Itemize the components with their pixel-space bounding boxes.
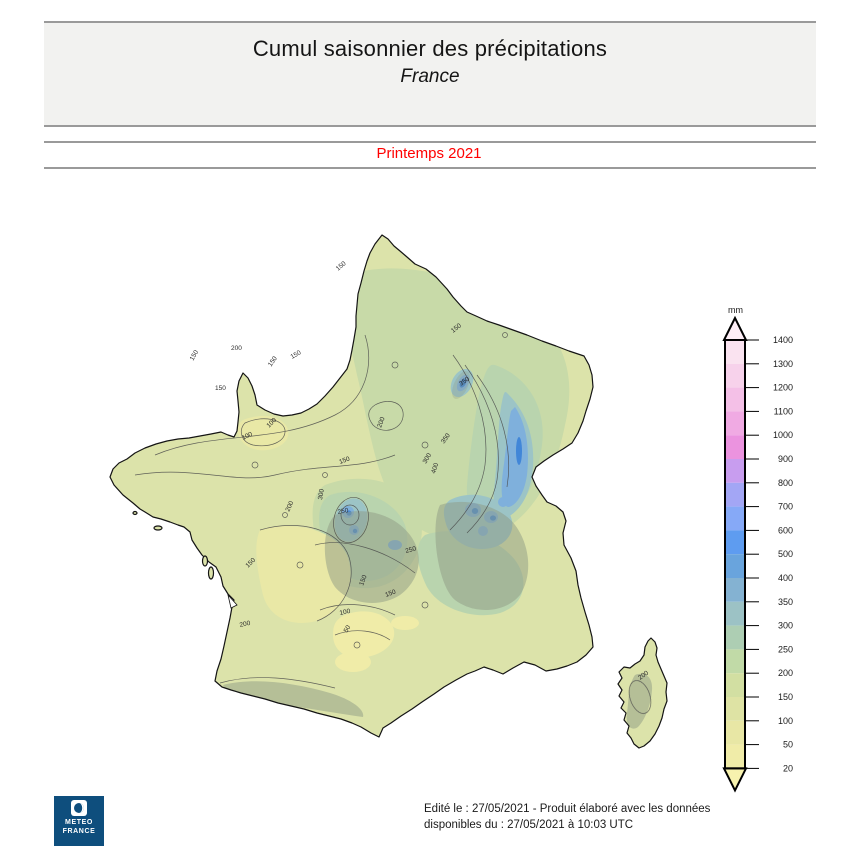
france-precipitation-map: 150 150 200 150 150 150 100 100 150 200 … — [109, 234, 668, 749]
precipitation-fill-layers — [110, 235, 667, 748]
svg-text:1000: 1000 — [773, 430, 793, 440]
edition-note-line2: disponibles du : 27/05/2021 à 10:03 UTC — [424, 818, 634, 831]
svg-text:400: 400 — [430, 462, 440, 475]
svg-text:1300: 1300 — [773, 359, 793, 369]
svg-text:150: 150 — [189, 349, 201, 362]
svg-text:300: 300 — [422, 452, 434, 465]
svg-text:250: 250 — [405, 545, 418, 555]
svg-text:250: 250 — [778, 644, 793, 654]
svg-text:500: 500 — [778, 549, 793, 559]
svg-text:150: 150 — [335, 260, 348, 273]
meteo-france-logo: METEO FRANCE — [54, 796, 104, 846]
color-scale: mm 1400 1300 1200 1100 1000 900 800 700 600 500 40… — [722, 305, 793, 793]
svg-text:100: 100 — [778, 716, 793, 726]
horizontal-rule — [44, 141, 816, 143]
edition-note-line1: Edité le : 27/05/2021 - Produit élaboré … — [424, 803, 711, 815]
svg-text:150: 150 — [384, 588, 397, 598]
svg-text:400: 400 — [778, 573, 793, 583]
svg-text:150: 150 — [778, 692, 793, 702]
svg-text:700: 700 — [778, 502, 793, 512]
svg-text:350: 350 — [778, 597, 793, 607]
svg-text:200: 200 — [376, 416, 386, 429]
svg-text:100: 100 — [339, 608, 351, 617]
page-subtitle: France — [400, 66, 460, 87]
scale-bar: 1400 1300 1200 1100 1000 900 800 700 600 500 400 35… — [722, 315, 793, 793]
gironde-estuary — [227, 593, 238, 609]
svg-text:600: 600 — [778, 525, 793, 535]
svg-text:200: 200 — [231, 345, 242, 352]
svg-text:50: 50 — [343, 624, 353, 634]
svg-text:150: 150 — [290, 349, 303, 361]
svg-text:50: 50 — [783, 740, 793, 750]
svg-text:300: 300 — [778, 621, 793, 631]
svg-text:250: 250 — [337, 507, 349, 516]
svg-text:150: 150 — [267, 355, 279, 368]
svg-text:20: 20 — [783, 763, 793, 773]
svg-text:300: 300 — [317, 488, 326, 500]
contour-lines — [134, 256, 652, 714]
meteo-france-glyph-icon — [71, 800, 87, 816]
logo-text-line1: METEO — [65, 819, 93, 826]
svg-text:200: 200 — [239, 620, 251, 629]
svg-text:200: 200 — [778, 668, 793, 678]
header-box: Cumul saisonnier des précipitations Fran… — [44, 21, 816, 127]
period-label: Printemps 2021 — [376, 145, 482, 162]
svg-text:100: 100 — [241, 431, 254, 442]
svg-text:150: 150 — [215, 385, 226, 392]
svg-text:200: 200 — [284, 500, 295, 513]
svg-text:1100: 1100 — [774, 406, 793, 416]
svg-text:150: 150 — [338, 455, 351, 465]
edition-note: Edité le : 27/05/2021 - Produit élaboré … — [424, 802, 710, 833]
horizontal-rule — [44, 167, 816, 169]
logo-text-line2: FRANCE — [62, 828, 96, 835]
scale-unit-label: mm — [728, 305, 743, 315]
svg-text:1200: 1200 — [773, 383, 793, 393]
coastline — [109, 234, 668, 749]
svg-text:150: 150 — [358, 574, 368, 587]
svg-text:900: 900 — [778, 454, 793, 464]
page-title: Cumul saisonnier des précipitations — [252, 36, 608, 61]
svg-text:1400: 1400 — [773, 335, 793, 345]
svg-text:800: 800 — [778, 478, 793, 488]
